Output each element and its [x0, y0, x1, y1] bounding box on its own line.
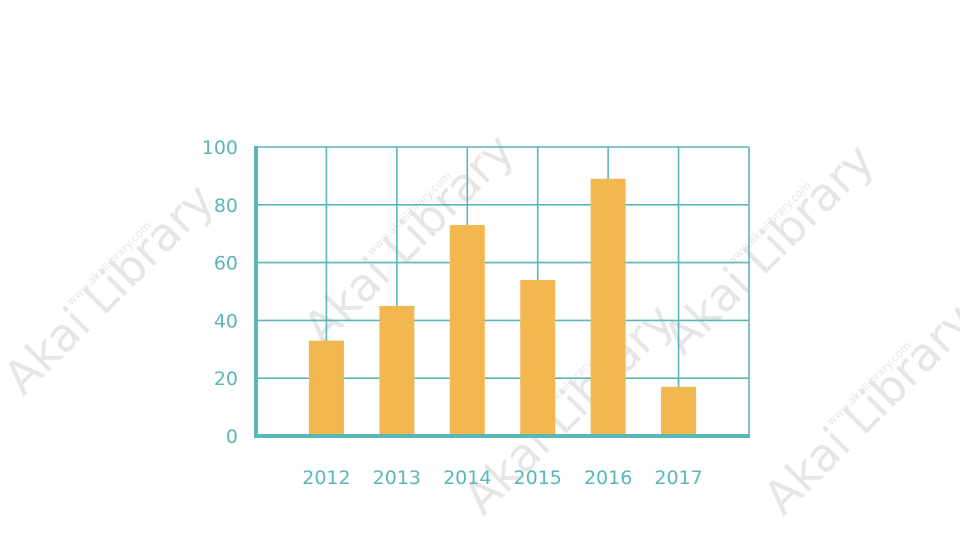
bar-2014 — [449, 225, 485, 436]
x-tick-label: 2013 — [373, 467, 421, 489]
x-tick-labels: 2012 2013 2014 2015 2016 2017 — [302, 467, 703, 489]
x-tick-label: 2016 — [584, 467, 632, 489]
watermark-text: Akai Library — [0, 173, 225, 405]
y-tick-label: 20 — [214, 368, 238, 390]
y-tick-label: 100 — [202, 137, 238, 159]
chart-axes — [254, 146, 750, 438]
y-tick-label: 60 — [214, 253, 238, 275]
x-tick-label: 2017 — [654, 467, 702, 489]
watermark-text: Akai Library — [453, 293, 685, 525]
y-tick-labels: 0 20 40 60 80 100 — [202, 137, 238, 448]
chart-bars — [308, 178, 697, 437]
watermark-text: Akai Library — [753, 293, 960, 525]
y-tick-label: 40 — [214, 310, 238, 332]
x-tick-label: 2012 — [302, 467, 350, 489]
bar-2017 — [661, 386, 697, 436]
bar-2012 — [308, 340, 344, 436]
bar-2013 — [379, 305, 415, 436]
x-tick-label: 2015 — [514, 467, 562, 489]
watermark-text: Akai Library — [653, 133, 885, 365]
y-tick-label: 80 — [214, 195, 238, 217]
x-tick-label: 2014 — [443, 467, 491, 489]
bar-2016 — [590, 178, 626, 437]
y-tick-label: 0 — [226, 426, 238, 448]
bar-2015 — [520, 279, 556, 436]
